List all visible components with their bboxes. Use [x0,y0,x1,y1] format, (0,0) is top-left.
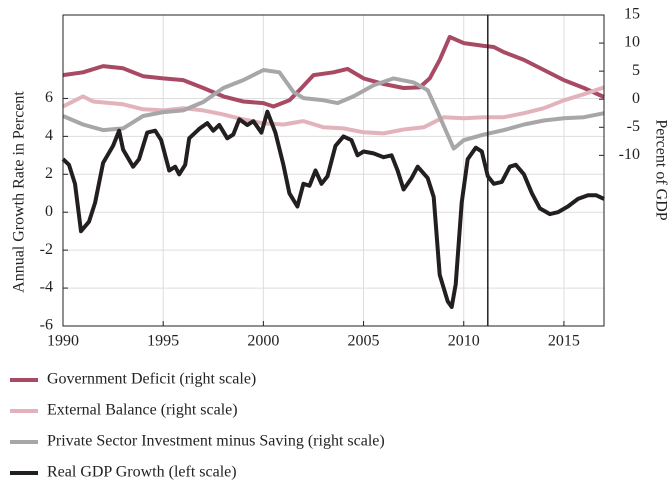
legend-label: Government Deficit (right scale) [47,371,256,388]
legend-label: External Balance (right scale) [47,402,238,419]
legend-label: Real GDP Growth (left scale) [47,464,237,481]
x-tick-label: 2005 [348,333,380,350]
y-tick-label: 6 [45,89,53,106]
x-tick-label: 1990 [47,333,79,350]
y2-tick-label: 15 [624,6,640,23]
y-tick-label: -2 [40,241,53,258]
y-tick-label: 0 [45,203,53,220]
x-tick-label: 2000 [247,333,279,350]
legend-label: Private Sector Investment minus Saving (… [47,433,385,450]
y2-tick-label: 5 [632,62,640,79]
y2-tick-label: 0 [632,90,640,107]
y2-tick-label: -10 [619,146,640,163]
x-tick-label: 2015 [548,333,580,350]
plot-frame [62,14,605,327]
y-tick-label: 2 [45,165,53,182]
x-tick-label: 1995 [147,333,179,350]
y2-tick-label: 10 [624,34,640,51]
y-tick-label: -6 [40,317,53,334]
y2-tick-label: -5 [627,118,640,135]
y2-axis-label: Percent of GDP [652,119,669,220]
x-tick-label: 2010 [448,333,480,350]
y-tick-label: -4 [40,279,53,296]
data-line [62,34,605,109]
data-line [61,109,605,309]
data-line [62,68,605,151]
y-axis-label: Annual Growth Rate in Percent [11,91,28,293]
data-line [62,85,605,136]
y-tick-label: 4 [45,127,53,144]
